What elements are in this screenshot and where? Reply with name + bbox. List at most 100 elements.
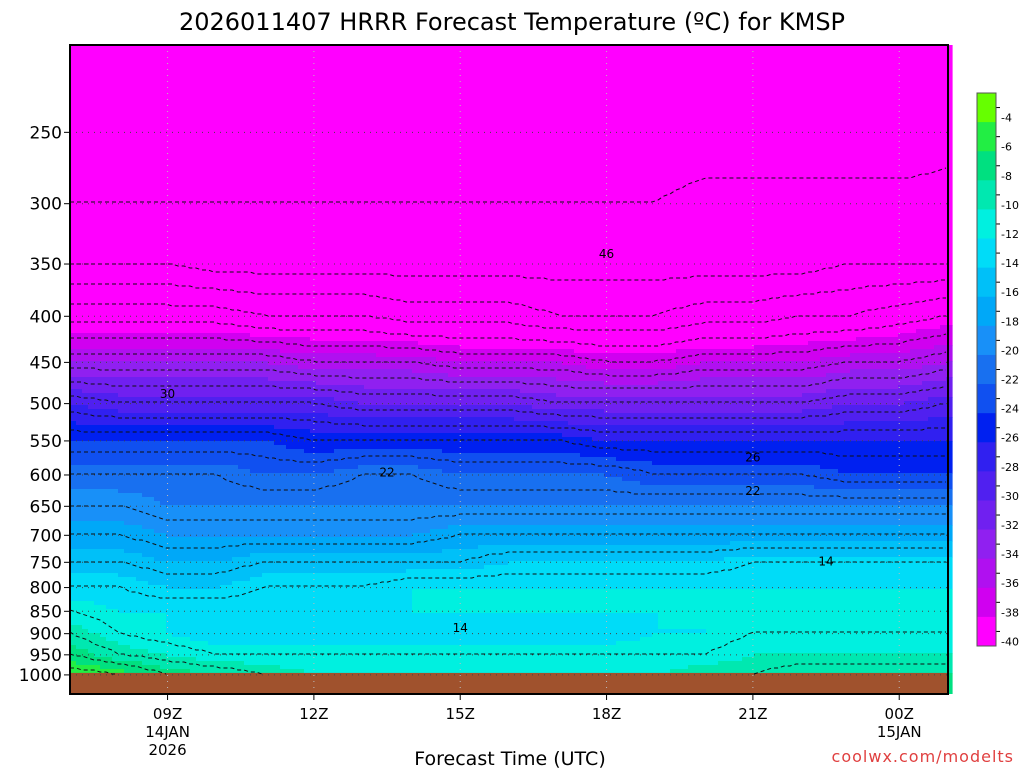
temperature-cell <box>862 337 869 354</box>
temperature-cell <box>250 441 257 474</box>
temperature-cell <box>646 425 653 442</box>
temperature-cell <box>586 589 593 614</box>
temperature-cell <box>574 365 581 382</box>
temperature-cell <box>802 465 809 486</box>
temperature-cell <box>454 569 461 590</box>
temperature-cell <box>136 649 143 662</box>
temperature-cell <box>142 361 149 378</box>
temperature-cell <box>910 421 917 442</box>
colorbar-label: -30 <box>1001 490 1019 503</box>
temperature-cell <box>886 405 893 422</box>
temperature-cell <box>280 413 287 430</box>
temperature-cell <box>802 589 809 654</box>
temperature-cell <box>640 397 647 414</box>
temperature-cell <box>802 505 809 526</box>
temperature-cell <box>478 613 485 646</box>
temperature-cell <box>616 397 623 414</box>
temperature-cell <box>334 401 341 418</box>
temperature-cell <box>460 417 467 434</box>
temperature-cell <box>766 377 773 398</box>
temperature-cell <box>790 541 797 558</box>
temperature-cell <box>208 413 215 426</box>
temperature-cell <box>208 377 215 398</box>
temperature-cell <box>238 397 245 414</box>
temperature-cell <box>808 45 815 342</box>
temperature-cell <box>766 465 773 486</box>
temperature-cell <box>922 329 929 350</box>
temperature-cell <box>826 441 833 470</box>
temperature-cell <box>310 397 317 414</box>
temperature-cell <box>538 453 545 474</box>
temperature-cell <box>400 341 407 358</box>
temperature-cell <box>220 505 227 538</box>
temperature-cell <box>136 377 143 398</box>
temperature-cell <box>742 525 749 542</box>
temperature-cell <box>676 397 683 414</box>
temperature-cell <box>94 45 101 334</box>
temperature-cell <box>220 397 227 414</box>
temperature-cell <box>478 405 485 418</box>
temperature-cell <box>532 421 539 434</box>
temperature-cell <box>742 505 749 526</box>
temperature-cell <box>286 645 293 670</box>
temperature-cell <box>574 453 581 474</box>
colorbar-label: -40 <box>1001 635 1019 648</box>
temperature-cell <box>592 561 599 590</box>
temperature-cell <box>658 353 665 370</box>
temperature-cell <box>886 369 893 390</box>
temperature-cell <box>532 561 539 590</box>
temperature-cell <box>724 377 731 398</box>
temperature-cell <box>238 441 245 470</box>
temperature-cell <box>838 589 845 654</box>
colorbar-label: -20 <box>1001 344 1019 357</box>
temperature-cell <box>946 45 953 326</box>
temperature-cell <box>268 381 275 398</box>
temperature-cell <box>940 653 947 674</box>
temperature-cell <box>226 537 233 562</box>
temperature-cell <box>136 613 143 650</box>
temperature-cell <box>286 553 293 574</box>
temperature-cell <box>880 337 887 354</box>
temperature-cell <box>892 441 899 474</box>
temperature-cell <box>454 377 461 390</box>
temperature-cell <box>232 349 239 362</box>
isotherm-line <box>70 547 946 575</box>
temperature-cell <box>250 553 257 578</box>
temperature-cell <box>520 545 527 562</box>
x-tick-label: 21Z <box>738 705 767 723</box>
temperature-cell <box>916 589 923 654</box>
temperature-cell <box>898 489 905 506</box>
temperature-cell <box>184 377 191 398</box>
temperature-cell <box>466 549 473 570</box>
temperature-cell <box>406 569 413 646</box>
temperature-cell <box>400 389 407 406</box>
temperature-cell <box>850 557 857 590</box>
temperature-cell <box>304 397 311 414</box>
temperature-cell <box>388 449 395 466</box>
temperature-cell <box>904 541 911 558</box>
temperature-cell <box>748 525 755 542</box>
temperature-cell <box>496 525 503 546</box>
temperature-cell <box>472 377 479 390</box>
colorbar-label: -16 <box>1001 286 1019 299</box>
temperature-cell <box>274 505 281 538</box>
temperature-cell <box>742 349 749 362</box>
temperature-cell <box>646 505 653 526</box>
temperature-cell <box>208 465 215 506</box>
temperature-cell <box>142 425 149 442</box>
temperature-cell <box>334 553 341 574</box>
temperature-cell <box>622 561 629 590</box>
temperature-cell <box>388 573 395 646</box>
temperature-cell <box>904 441 911 474</box>
colorbar-swatch <box>977 209 996 240</box>
temperature-cell <box>730 361 737 378</box>
temperature-cell <box>604 457 611 478</box>
temperature-cell <box>124 413 131 426</box>
temperature-cell <box>586 545 593 562</box>
temperature-cell <box>82 549 89 574</box>
temperature-cell <box>934 525 941 542</box>
temperature-cell <box>580 397 587 410</box>
temperature-cell <box>394 405 401 418</box>
temperature-cell <box>778 505 785 526</box>
y-tick-label: 600 <box>30 466 62 486</box>
